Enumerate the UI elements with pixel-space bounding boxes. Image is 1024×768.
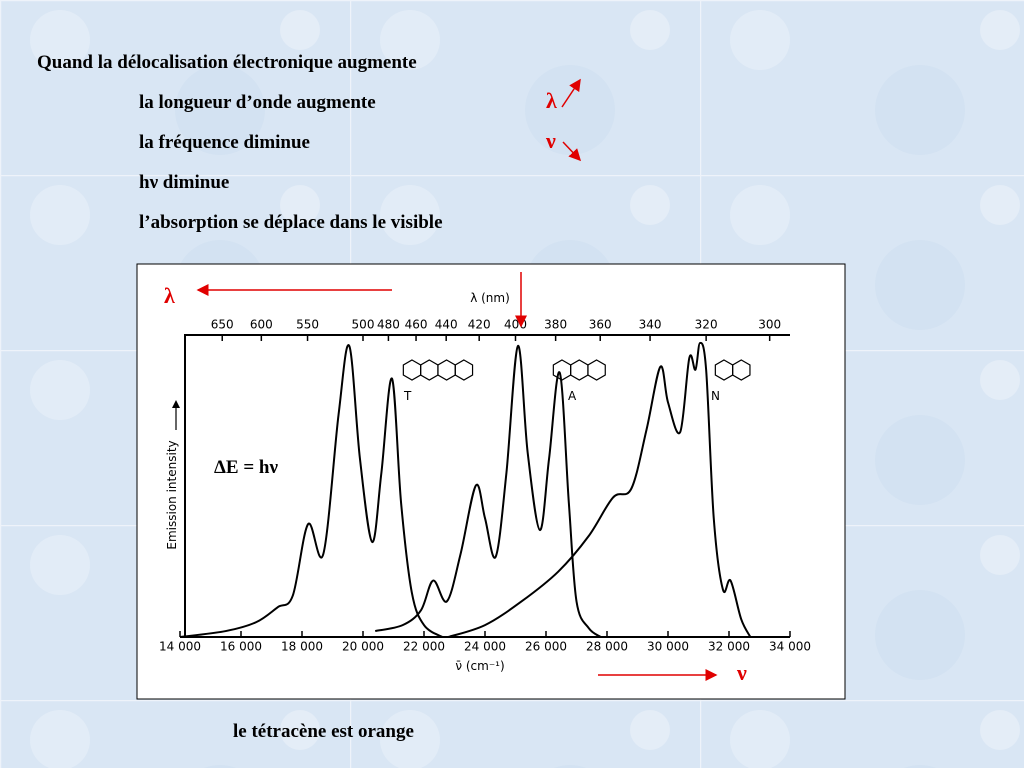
x2-tick-label: 420	[468, 318, 491, 332]
lambda-symbol: λ	[546, 88, 557, 113]
x-tick-label: 34 000	[769, 640, 811, 654]
axis-frame	[184, 334, 790, 637]
chart: λ (nm) ν̄ (cm⁻¹) Emission intensity T A …	[159, 291, 811, 673]
x2-tick-label: 650	[211, 318, 234, 332]
text-line: la longueur d’onde augmente	[139, 92, 376, 113]
spectrum-line	[179, 344, 443, 638]
x2-tick-label: 360	[589, 318, 612, 332]
x2-tick-label: 440	[435, 318, 458, 332]
x-tick-label: 16 000	[220, 640, 262, 654]
nu-symbol: ν	[545, 128, 556, 153]
y-arrow-head	[172, 400, 180, 408]
x2-tick-label: 400	[504, 318, 527, 332]
x2-tick-label: 480	[377, 318, 400, 332]
equation: ΔE = hν	[214, 457, 278, 478]
x2-tick-label: 320	[695, 318, 718, 332]
figure-frame	[136, 263, 846, 700]
x-axis-label: ν̄ (cm⁻¹)	[455, 659, 504, 673]
series-label: T	[403, 389, 412, 403]
caption: le tétracène est orange	[233, 721, 414, 742]
x-tick-label: 24 000	[464, 640, 506, 654]
x-tick-label: 20 000	[342, 640, 384, 654]
x-tick-label: 22 000	[403, 640, 445, 654]
spectrum-line	[448, 341, 752, 638]
x-tick-label: 28 000	[586, 640, 628, 654]
x2-tick-label: 460	[405, 318, 428, 332]
y-axis-label: Emission intensity	[165, 440, 179, 549]
text-line: la fréquence diminue	[139, 132, 310, 153]
down-arrow	[562, 141, 582, 162]
text-line: hν diminue	[139, 172, 229, 193]
x2-tick-label: 380	[544, 318, 567, 332]
x2-tick-label: 500	[352, 318, 375, 332]
series-label: N	[711, 389, 720, 403]
x-tick-label: 18 000	[281, 640, 323, 654]
lambda-symbol: λ	[164, 283, 175, 308]
heading: Quand la délocalisation électronique aug…	[37, 52, 417, 73]
series-label: A	[568, 389, 577, 403]
x-tick-label: 32 000	[708, 640, 750, 654]
x-tick-label: 26 000	[525, 640, 567, 654]
x2-tick-label: 340	[639, 318, 662, 332]
x2-tick-label: 550	[296, 318, 319, 332]
x-tick-label: 30 000	[647, 640, 689, 654]
spectrum-line	[374, 344, 602, 638]
text-line: l’absorption se déplace dans le visible	[139, 212, 443, 233]
x2-axis-label: λ (nm)	[470, 291, 510, 305]
x2-tick-label: 600	[250, 318, 273, 332]
x-tick-label: 14 000	[159, 640, 201, 654]
x2-tick-label: 300	[758, 318, 781, 332]
nu-symbol: ν	[736, 660, 747, 685]
up-arrow	[561, 78, 581, 108]
